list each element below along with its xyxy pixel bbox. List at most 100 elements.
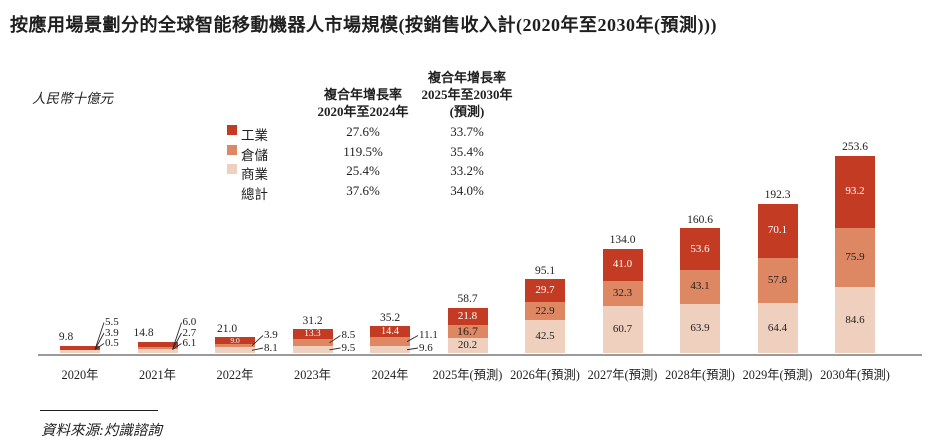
segment-value-label: 29.7	[535, 284, 555, 297]
x-axis-line	[38, 353, 922, 357]
legend-label: 商業	[241, 167, 268, 182]
bar-segment-商業	[60, 350, 100, 354]
bar-group-2024年: 14.4	[370, 325, 410, 354]
callout-label-工業: 6.0	[182, 316, 197, 328]
y-axis-unit-label: 人民幣十億元	[32, 91, 113, 106]
bar-segment-商業: 42.5	[525, 320, 565, 354]
bar-segment-倉儲: 16.7	[447, 324, 488, 339]
segment-value-label: 32.3	[612, 287, 633, 300]
bar-segment-商業: 60.7	[602, 306, 643, 354]
cagr1-value: 25.4%	[346, 163, 380, 178]
bar-group-2025年(預測): 21.8 16.7 20.2	[447, 307, 488, 354]
bar-segment-倉儲	[370, 337, 410, 346]
axis-tick-label-2028年(預測): 2028年(預測)	[665, 368, 735, 382]
cagr-col2-header-line3: (預測)	[449, 103, 485, 119]
bar-total-label: 58.7	[457, 293, 478, 306]
callout-label-商業: 8.1	[264, 341, 278, 354]
callout-label-倉儲: 8.5	[341, 329, 356, 341]
legend-label: 倉儲	[241, 147, 268, 163]
segment-value-label: 57.8	[767, 274, 788, 287]
axis-tick-label-2020年: 2020年	[61, 368, 99, 382]
cagr1-value: 119.5%	[343, 143, 383, 159]
bar-segment-倉儲: 32.3	[602, 280, 643, 307]
callout-label-工業: 5.5	[105, 316, 119, 328]
bar-total-label: 14.8	[133, 327, 154, 340]
bar-segment-工業: 53.6	[680, 228, 720, 271]
segment-value-label: 42.5	[535, 330, 555, 343]
callout-label-倉儲: 3.9	[264, 329, 278, 341]
bar-segment-商業	[137, 348, 178, 354]
bar-total-label: 35.2	[379, 311, 401, 324]
bar-segment-商業	[370, 345, 410, 354]
cagr-col1-header-line1: 複合年增長率	[323, 86, 402, 102]
bar-segment-商業: 64.4	[757, 303, 798, 354]
bar-segment-工業	[60, 345, 100, 351]
bar-total-label: 134.0	[609, 234, 636, 247]
axis-tick-label-2025年(預測): 2025年(預測)	[432, 368, 503, 382]
cagr2-value: 35.4%	[450, 143, 484, 159]
segment-value-label: 75.9	[845, 251, 865, 264]
bar-segment-工業: 41.0	[602, 248, 643, 281]
bar-total-label: 21.0	[216, 322, 238, 335]
bar-total-label: 253.6	[842, 141, 868, 154]
bar-segment-工業: 70.1	[757, 203, 798, 259]
callout-label-商業: 9.5	[341, 341, 356, 354]
bar-group-2022年: 9.0	[215, 335, 255, 354]
page-title: 按應用場景劃分的全球智能移動機器人市場規模(按銷售收入計(2020年至2030年…	[10, 15, 717, 35]
segment-value-label: 9.0	[230, 335, 240, 345]
callout-label-商業: 9.6	[419, 341, 433, 354]
segment-value-label: 16.7	[456, 324, 479, 339]
cagr2-value: 34.0%	[450, 182, 484, 198]
bar-segment-工業: 13.3	[292, 328, 333, 340]
bar-group-2027年(預測): 41.0 32.3 60.7	[602, 248, 643, 354]
bar-group-2021年	[137, 341, 178, 354]
bar-segment-工業	[137, 341, 178, 347]
segment-value-label: 13.3	[304, 328, 321, 339]
bar-segment-商業	[292, 346, 333, 354]
bar-segment-工業: 9.0	[215, 335, 255, 345]
bar-segment-倉儲: 57.8	[757, 258, 798, 304]
cagr1-value: 27.6%	[346, 124, 380, 139]
commercial-swatch-icon	[227, 164, 237, 174]
cagr-col2-header-line1: 複合年增長率	[427, 69, 506, 85]
axis-tick-label-2027年(預測): 2027年(預測)	[587, 368, 658, 382]
segment-value-label: 64.4	[767, 321, 788, 334]
cagr2-value: 33.2%	[450, 163, 484, 178]
industrial-swatch-icon	[227, 125, 237, 135]
bar-segment-工業: 21.8	[447, 307, 488, 325]
bar-total-label: 160.6	[687, 213, 713, 226]
bar-segment-商業: 63.9	[680, 303, 720, 354]
segment-value-label: 70.1	[767, 224, 788, 237]
bar-group-2028年(預測): 53.6 43.1 63.9	[680, 228, 720, 354]
bar-total-label: 31.2	[302, 314, 323, 327]
bar-total-label: 192.3	[764, 189, 791, 201]
axis-tick-label-2030年(預測): 2030年(預測)	[820, 368, 890, 382]
callout-label-倉儲: 11.1	[419, 329, 438, 341]
axis-tick-label-2022年: 2022年	[216, 368, 254, 382]
callout-label-倉儲: 0.5	[105, 337, 119, 349]
bar-group-2026年(預測): 29.7 22.9 42.5	[525, 279, 565, 354]
segment-value-label: 60.7	[612, 323, 633, 336]
bar-total-label: 95.1	[534, 264, 556, 277]
source-divider	[40, 410, 158, 411]
bar-segment-商業	[215, 347, 255, 354]
bar-segment-工業: 29.7	[525, 279, 565, 303]
bar-segment-倉儲: 43.1	[680, 270, 720, 304]
segment-value-label: 93.2	[845, 185, 865, 198]
bar-segment-倉儲	[137, 346, 178, 349]
segment-value-label: 21.8	[457, 309, 478, 322]
segment-value-label: 14.4	[381, 325, 399, 337]
bar-segment-倉儲	[215, 344, 255, 348]
axis-tick-label-2024年: 2024年	[371, 368, 409, 382]
bar-segment-工業: 93.2	[835, 155, 875, 229]
segment-value-label: 20.2	[457, 339, 478, 352]
bar-segment-倉儲: 75.9	[835, 228, 875, 288]
segment-value-label: 63.9	[690, 322, 710, 335]
bar-group-2023年: 13.3	[292, 328, 333, 354]
cagr-col1-header-line2: 2020年至2024年	[317, 103, 409, 119]
cagr-col2-header-line2: 2025年至2030年	[421, 86, 513, 102]
bar-total-label: 9.8	[58, 331, 74, 344]
bar-segment-商業: 84.6	[835, 287, 875, 354]
bar-segment-工業: 14.4	[370, 325, 410, 338]
